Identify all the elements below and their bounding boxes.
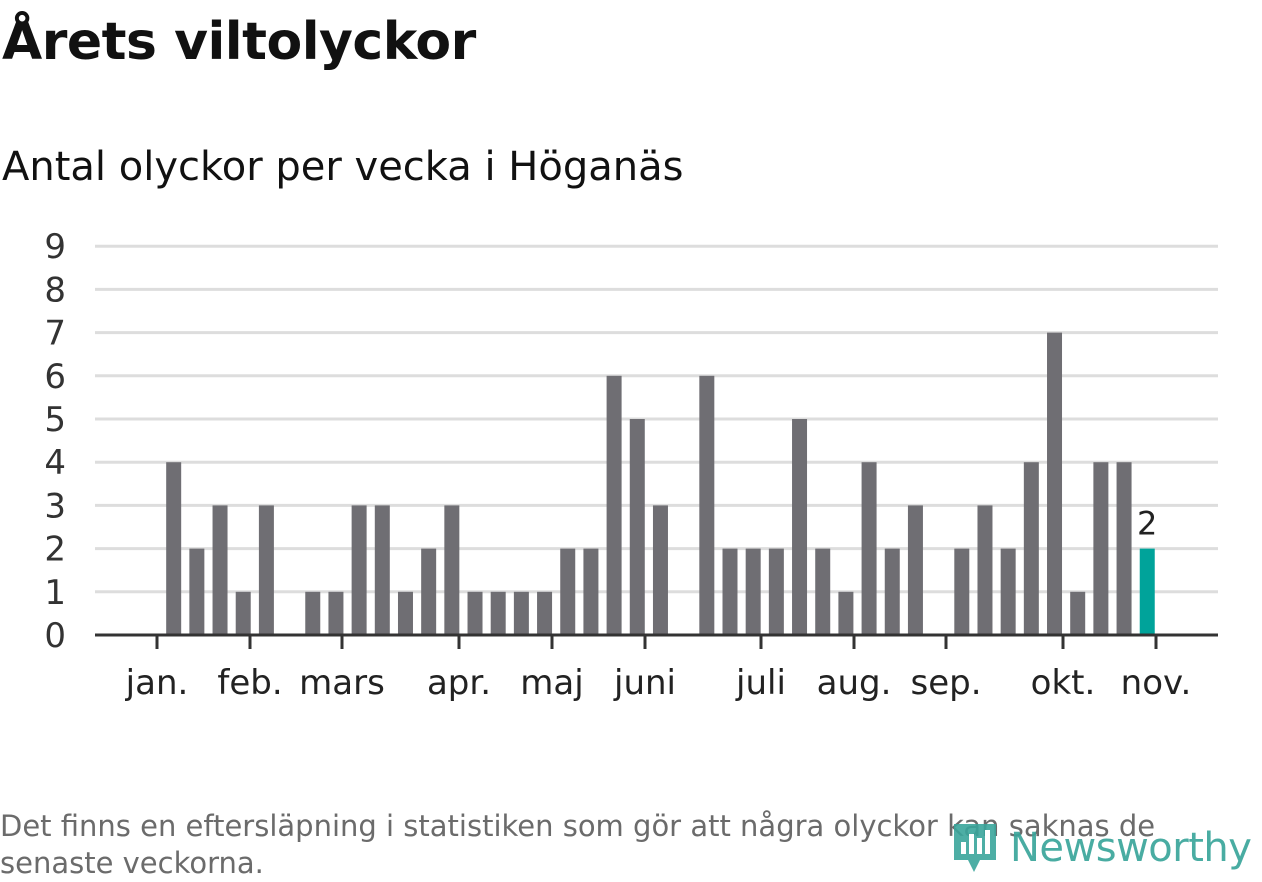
bar bbox=[444, 505, 460, 635]
bar bbox=[305, 591, 321, 635]
bar bbox=[1023, 462, 1039, 635]
bar-highlight bbox=[1139, 548, 1155, 635]
bar bbox=[768, 548, 784, 635]
bar bbox=[235, 591, 251, 635]
y-tick-label: 7 bbox=[44, 314, 66, 354]
x-tick-label: aug. bbox=[817, 663, 892, 703]
x-tick-label: jan. bbox=[125, 663, 189, 703]
bar bbox=[189, 548, 205, 635]
bar bbox=[838, 591, 854, 635]
y-tick-label: 4 bbox=[44, 443, 66, 483]
highlight-value-label: 2 bbox=[1137, 505, 1157, 543]
x-tick-label: mars bbox=[299, 663, 385, 703]
x-axis-ticks: jan. feb. mars apr. maj juni juli aug. sep. okt. n… bbox=[125, 635, 1192, 703]
brand-name: Newsworthy bbox=[1010, 825, 1252, 871]
bar bbox=[1093, 462, 1109, 635]
y-tick-label: 0 bbox=[44, 616, 66, 656]
bar bbox=[1000, 548, 1016, 635]
y-tick-label: 2 bbox=[44, 530, 66, 570]
bar bbox=[537, 591, 553, 635]
bars: 2 bbox=[166, 332, 1157, 635]
bar bbox=[328, 591, 344, 635]
bar bbox=[907, 505, 923, 635]
y-tick-label: 6 bbox=[44, 357, 66, 397]
newsworthy-logo-icon bbox=[954, 824, 996, 872]
x-tick-label: sep. bbox=[910, 663, 981, 703]
x-tick-label: juni bbox=[613, 663, 676, 703]
bar bbox=[954, 548, 970, 635]
bar bbox=[397, 591, 413, 635]
x-tick-label: apr. bbox=[427, 663, 491, 703]
y-tick-label: 5 bbox=[44, 400, 66, 440]
bar bbox=[1070, 591, 1086, 635]
bar bbox=[351, 505, 367, 635]
y-tick-label: 9 bbox=[44, 227, 66, 267]
bar bbox=[583, 548, 599, 635]
bar bbox=[374, 505, 390, 635]
x-tick-label: feb. bbox=[217, 663, 282, 703]
bar bbox=[166, 462, 182, 635]
bar bbox=[467, 591, 483, 635]
bar bbox=[792, 419, 808, 635]
bar bbox=[490, 591, 506, 635]
y-tick-label: 1 bbox=[44, 573, 66, 613]
bar bbox=[1116, 462, 1132, 635]
bar bbox=[745, 548, 761, 635]
bar bbox=[722, 548, 738, 635]
bar bbox=[884, 548, 900, 635]
bar bbox=[1047, 332, 1063, 635]
bar bbox=[560, 548, 576, 635]
chart-title: Årets viltolyckor bbox=[2, 12, 476, 72]
x-tick-label: juli bbox=[735, 663, 786, 703]
bar bbox=[861, 462, 877, 635]
bar bbox=[652, 505, 668, 635]
newsworthy-logo: Newsworthy bbox=[950, 818, 1252, 878]
x-tick-label: nov. bbox=[1121, 663, 1192, 703]
bar bbox=[513, 591, 529, 635]
y-tick-label: 8 bbox=[44, 270, 66, 310]
bar bbox=[421, 548, 437, 635]
bar bbox=[815, 548, 831, 635]
bar bbox=[629, 419, 645, 635]
bar bbox=[606, 375, 622, 635]
bar bbox=[212, 505, 228, 635]
x-tick-label: okt. bbox=[1031, 663, 1096, 703]
bar bbox=[977, 505, 993, 635]
x-tick-label: maj bbox=[520, 663, 583, 703]
bar bbox=[699, 375, 715, 635]
bar bbox=[258, 505, 274, 635]
chart-subtitle: Antal olyckor per vecka i Höganäs bbox=[2, 144, 684, 190]
y-tick-label: 3 bbox=[44, 486, 66, 526]
